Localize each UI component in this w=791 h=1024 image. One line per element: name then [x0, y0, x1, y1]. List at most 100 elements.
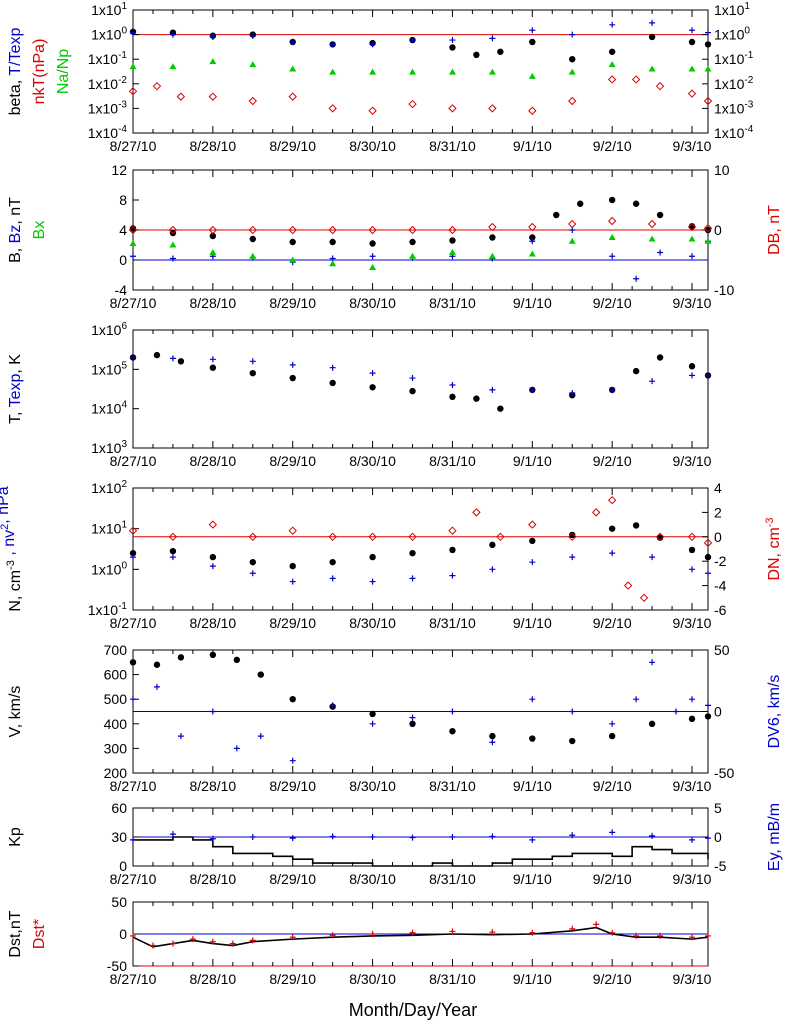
data-point	[409, 834, 416, 841]
data-point	[329, 575, 336, 582]
x-tick-label: 8/28/10	[190, 138, 237, 154]
panel-7: -50 0 50 8/27/10 8/28/10 8/29/10 8/30/10 8/31/1…	[7, 894, 712, 987]
data-point	[448, 225, 457, 235]
data-point	[489, 541, 496, 549]
data-point	[289, 696, 296, 703]
data-point	[233, 745, 240, 752]
plot-frame	[132, 9, 709, 134]
data-point	[208, 92, 218, 101]
data-point	[129, 63, 137, 70]
data-point	[705, 570, 711, 577]
x-tick-label: 8/27/10	[110, 778, 157, 794]
x-tick-label: 8/31/10	[429, 453, 476, 469]
x-tick-label: 8/30/10	[349, 295, 396, 311]
data-point	[289, 65, 297, 72]
x-tick-label: 8/31/10	[429, 971, 476, 987]
data-point	[648, 235, 656, 242]
data-point	[289, 374, 296, 382]
series-3	[129, 58, 712, 79]
data-point	[449, 237, 456, 244]
data-point	[129, 225, 137, 232]
data-point	[569, 737, 576, 745]
y-tick-label-left: 1x103	[91, 439, 127, 456]
y-axis-label-right: Ey, mB/m	[766, 803, 783, 871]
y-tick-label-left: 1x101	[91, 1, 127, 18]
data-point	[229, 940, 236, 947]
data-point	[497, 405, 504, 412]
x-tick-label: 9/2/10	[593, 615, 632, 631]
y-tick-label-left: 1x106	[91, 321, 127, 338]
x-tick-label: 9/1/10	[513, 295, 552, 311]
data-point	[257, 671, 264, 678]
data-point	[409, 549, 416, 557]
data-point	[655, 81, 665, 91]
data-point	[528, 72, 536, 79]
data-point	[368, 106, 377, 115]
data-point	[209, 563, 216, 570]
data-point	[328, 532, 337, 542]
data-point	[607, 75, 617, 84]
data-point	[449, 44, 456, 51]
series-2	[130, 550, 711, 585]
x-tick-label: 8/28/10	[190, 453, 237, 469]
data-point	[449, 381, 456, 388]
data-point	[473, 395, 480, 402]
series-1	[132, 926, 709, 948]
x-tick-label: 9/2/10	[593, 971, 632, 987]
data-point	[208, 225, 218, 235]
data-point	[648, 720, 656, 727]
data-point	[688, 715, 696, 723]
series-1	[129, 28, 712, 63]
data-point	[608, 525, 616, 532]
data-point	[409, 387, 416, 395]
data-point	[289, 578, 296, 585]
plot-frame	[132, 329, 709, 449]
series-2	[130, 354, 711, 397]
data-point	[591, 508, 601, 517]
chart-panels: 1x10-4 1x10-3 1x10-2 1x10-1 1x100 1x101 1x10-4…	[0, 1, 783, 987]
y-axis-label-2: nkT(nPa)	[31, 39, 48, 105]
x-tick-label: 9/2/10	[593, 778, 632, 794]
x-tick-label: 8/28/10	[190, 778, 237, 794]
data-point	[449, 834, 456, 840]
y-axis-label: V, km/s	[7, 686, 24, 738]
data-point	[488, 104, 497, 113]
data-point	[449, 393, 456, 401]
y-tick-label-right: 1x10-3	[714, 99, 754, 116]
data-point	[703, 96, 713, 106]
data-point	[369, 384, 376, 391]
y-tick-label-left: 1x10-2	[88, 75, 128, 92]
data-point	[656, 354, 664, 361]
data-point	[189, 936, 196, 943]
data-point	[689, 253, 696, 260]
data-point	[329, 68, 337, 75]
y-tick-label-right: 2	[714, 504, 722, 520]
data-point	[633, 275, 640, 282]
y-tick-label-left: 12	[111, 162, 127, 178]
data-point	[703, 223, 713, 233]
data-point	[688, 65, 696, 72]
data-point	[609, 386, 616, 393]
data-point	[329, 364, 336, 371]
x-tick-label: 8/31/10	[429, 871, 476, 887]
data-point	[249, 235, 256, 243]
data-point	[528, 106, 537, 115]
data-point	[489, 739, 496, 746]
series-1	[129, 651, 712, 745]
series-1	[129, 522, 712, 570]
data-point	[449, 708, 456, 715]
data-point	[233, 656, 241, 664]
data-point	[689, 372, 696, 379]
data-point	[705, 29, 711, 36]
data-point	[409, 375, 416, 382]
y-tick-label-left: 500	[104, 691, 128, 707]
x-tick-label: 8/29/10	[269, 871, 316, 887]
data-point	[489, 566, 496, 573]
data-point	[473, 51, 480, 59]
y-tick-label-right: 5	[714, 800, 722, 816]
data-point	[609, 21, 616, 28]
x-tick-label: 9/1/10	[513, 778, 552, 794]
data-point	[609, 829, 616, 836]
y-tick-label-left: 0	[119, 252, 127, 268]
data-point	[128, 225, 138, 235]
